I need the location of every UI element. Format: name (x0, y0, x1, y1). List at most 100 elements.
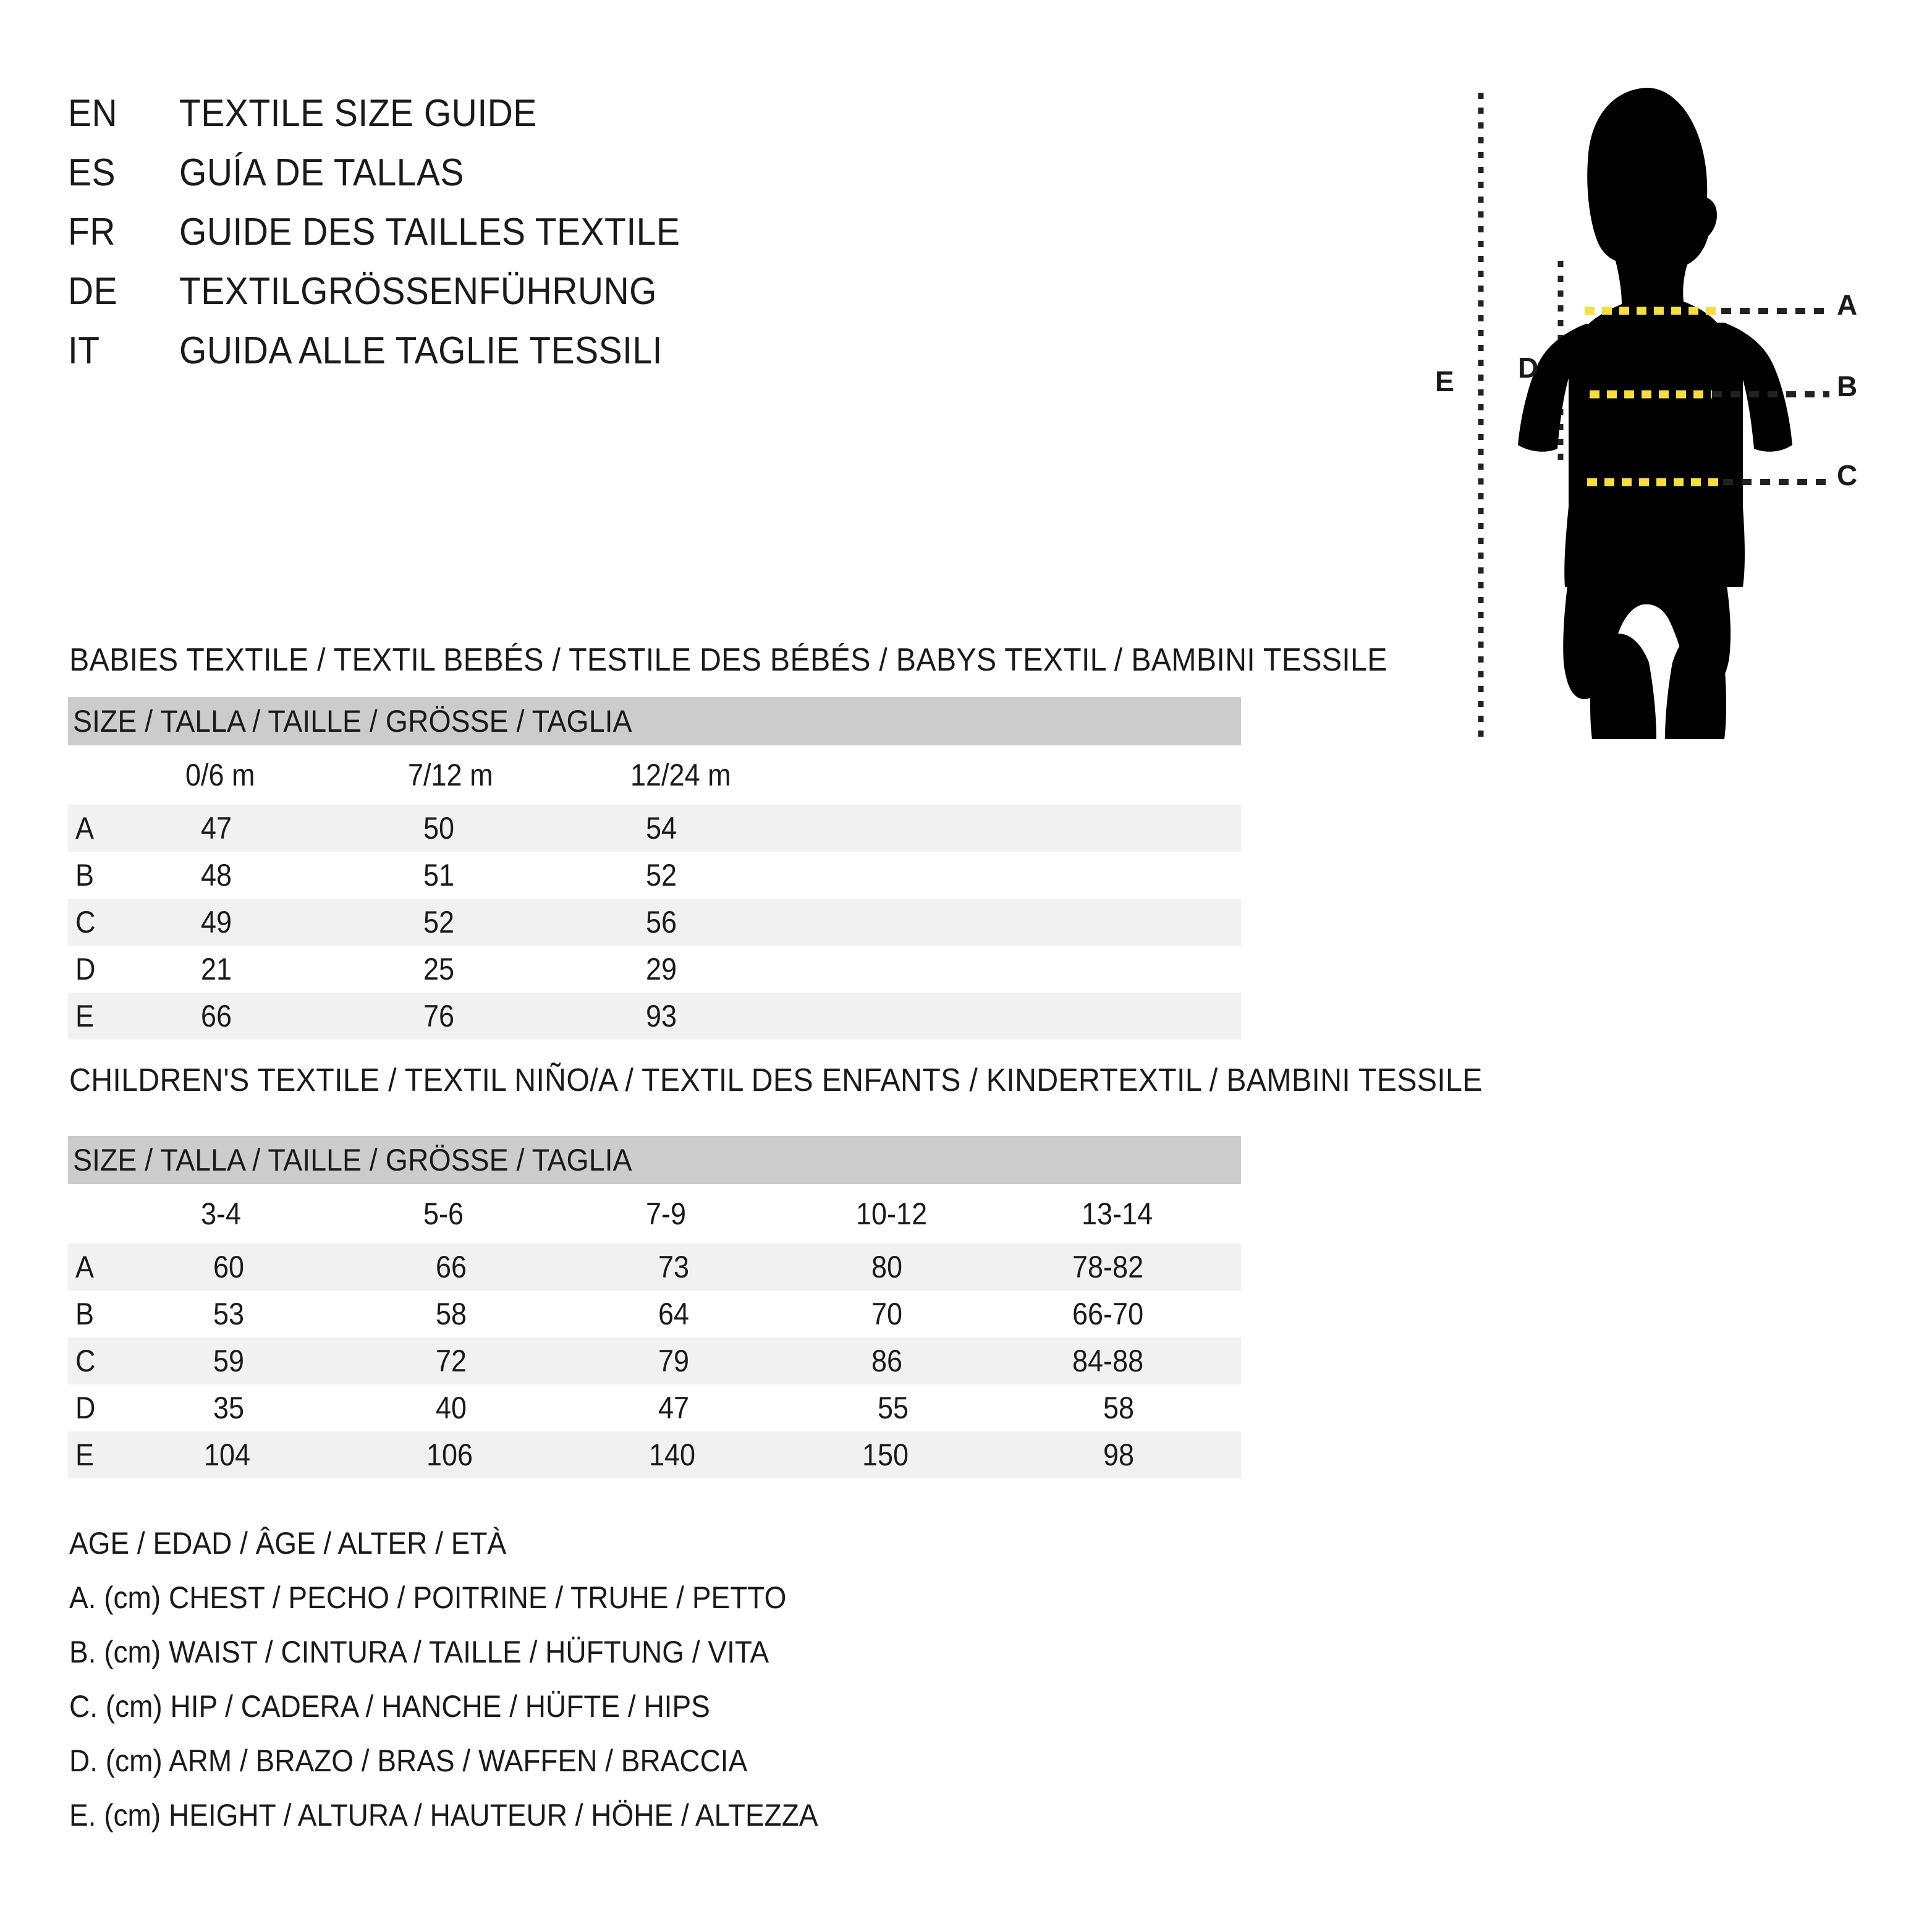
table-row: A 47 50 54 (68, 805, 1241, 852)
measurement-legend: AGE / EDAD / ÂGE / ALTER / ETÀ A. (cm) C… (69, 1525, 883, 1852)
language-title-block: EN TEXTILE SIZE GUIDE ES GUÍA DE TALLAS … (68, 91, 995, 388)
language-row-es: ES GUÍA DE TALLAS (68, 151, 995, 210)
babies-col-header-0: 0/6 m (185, 758, 255, 792)
child-silhouette (1518, 87, 1792, 739)
language-code-en: EN (68, 92, 118, 135)
table-row: C 59 72 79 86 84-88 (68, 1337, 1241, 1384)
children-cell-d-1: 40 (436, 1391, 467, 1425)
babies-cell-d-1: 25 (423, 952, 455, 986)
children-row-label-b: B (75, 1297, 95, 1331)
language-row-it: IT GUIDA ALLE TAGLIE TESSILI (68, 329, 995, 388)
legend-line-age: AGE / EDAD / ÂGE / ALTER / ETÀ (69, 1526, 507, 1561)
babies-row-label-e: E (75, 999, 95, 1033)
babies-row-label-a: A (75, 811, 95, 845)
children-cell-c-2: 79 (658, 1344, 690, 1378)
babies-cell-a-1: 50 (423, 811, 455, 845)
children-cell-e-1: 106 (426, 1438, 473, 1472)
table-row: A 60 66 73 80 78-82 (68, 1244, 1241, 1290)
language-title-en: TEXTILE SIZE GUIDE (179, 92, 537, 135)
children-cell-b-0: 53 (213, 1297, 245, 1331)
babies-column-header-row: 0/6 m 7/12 m 12/24 m (68, 745, 1241, 805)
legend-line-height: E. (cm) HEIGHT / ALTURA / HAUTEUR / HÖHE… (69, 1798, 818, 1832)
table-row: B 48 51 52 (68, 852, 1241, 899)
babies-row-label-d: D (75, 952, 96, 986)
babies-cell-d-0: 21 (201, 952, 232, 986)
babies-col-header-2: 12/24 m (630, 758, 731, 792)
children-col-header-2: 7-9 (646, 1197, 687, 1231)
children-cell-a-4: 78-82 (1072, 1250, 1144, 1284)
babies-section-title: BABIES TEXTILE / TEXTIL BEBÉS / TESTILE … (69, 642, 1388, 678)
table-row: C 49 52 56 (68, 899, 1241, 946)
babies-cell-e-2: 93 (646, 999, 677, 1033)
dimension-label-b: B (1837, 370, 1858, 402)
children-cell-c-3: 86 (871, 1344, 903, 1378)
dimension-label-a: A (1837, 289, 1858, 321)
dimension-label-d: D (1518, 352, 1539, 384)
language-title-es: GUÍA DE TALLAS (179, 151, 464, 194)
babies-col-header-1: 7/12 m (408, 758, 493, 792)
legend-line-waist: B. (cm) WAIST / CINTURA / TAILLE / HÜFTU… (69, 1635, 769, 1669)
children-col-header-3: 10-12 (856, 1197, 928, 1231)
children-cell-a-0: 60 (213, 1250, 245, 1284)
children-row-label-e: E (75, 1438, 95, 1472)
children-col-header-1: 5-6 (423, 1197, 464, 1231)
children-table-head-band: SIZE / TALLA / TAILLE / GRÖSSE / TAGLIA (68, 1136, 1241, 1184)
language-code-de: DE (68, 270, 118, 313)
babies-cell-e-0: 66 (201, 999, 232, 1033)
babies-cell-b-2: 52 (646, 858, 677, 892)
babies-cell-e-1: 76 (423, 999, 455, 1033)
babies-cell-c-2: 56 (646, 905, 677, 939)
children-cell-a-1: 66 (436, 1250, 467, 1284)
language-code-it: IT (68, 329, 100, 372)
children-cell-d-2: 47 (658, 1391, 690, 1425)
children-col-header-0: 3-4 (201, 1197, 242, 1231)
language-code-fr: FR (68, 211, 116, 253)
children-section-title: CHILDREN'S TEXTILE / TEXTIL NIÑO/A / TEX… (69, 1062, 1483, 1098)
children-cell-e-4: 98 (1103, 1438, 1135, 1472)
babies-size-table: SIZE / TALLA / TAILLE / GRÖSSE / TAGLIA … (68, 697, 1241, 1040)
children-cell-e-2: 140 (649, 1438, 696, 1472)
children-column-header-row: 3-4 5-6 7-9 10-12 13-14 (68, 1184, 1241, 1244)
children-row-label-a: A (75, 1250, 95, 1284)
babies-row-label-b: B (75, 858, 95, 892)
legend-line-chest: A. (cm) CHEST / PECHO / POITRINE / TRUHE… (69, 1580, 787, 1615)
children-cell-d-4: 58 (1103, 1391, 1135, 1425)
babies-cell-c-1: 52 (423, 905, 455, 939)
children-cell-b-1: 58 (436, 1297, 467, 1331)
children-cell-a-2: 73 (658, 1250, 690, 1284)
babies-cell-c-0: 49 (201, 905, 232, 939)
table-row: E 104 106 140 150 98 (68, 1431, 1241, 1478)
table-row: B 53 58 64 70 66-70 (68, 1290, 1241, 1337)
children-cell-b-3: 70 (871, 1297, 903, 1331)
children-cell-a-3: 80 (871, 1250, 903, 1284)
babies-size-band-label: SIZE / TALLA / TAILLE / GRÖSSE / TAGLIA (73, 704, 632, 739)
table-row: D 21 25 29 (68, 946, 1241, 993)
language-code-es: ES (68, 151, 116, 194)
language-row-fr: FR GUIDE DES TAILLES TEXTILE (68, 210, 995, 269)
children-cell-b-4: 66-70 (1072, 1297, 1144, 1331)
babies-cell-a-2: 54 (646, 811, 677, 845)
babies-table-head-band: SIZE / TALLA / TAILLE / GRÖSSE / TAGLIA (68, 697, 1241, 745)
language-title-it: GUIDA ALLE TAGLIE TESSILI (179, 329, 663, 372)
babies-cell-b-1: 51 (423, 858, 455, 892)
children-cell-e-0: 104 (204, 1438, 251, 1472)
children-col-header-4: 13-14 (1082, 1197, 1153, 1231)
children-size-table: SIZE / TALLA / TAILLE / GRÖSSE / TAGLIA … (68, 1136, 1241, 1478)
dimension-label-e: E (1435, 365, 1454, 397)
children-size-band-label: SIZE / TALLA / TAILLE / GRÖSSE / TAGLIA (73, 1143, 632, 1177)
children-cell-c-4: 84-88 (1072, 1344, 1144, 1378)
body-measurement-diagram (1409, 74, 1904, 766)
legend-line-hip: C. (cm) HIP / CADERA / HANCHE / HÜFTE / … (69, 1689, 710, 1724)
babies-row-label-c: C (75, 905, 96, 939)
table-row: D 35 40 47 55 58 (68, 1384, 1241, 1431)
table-row: E 66 76 93 (68, 993, 1241, 1040)
legend-line-arm: D. (cm) ARM / BRAZO / BRAS / WAFFEN / BR… (69, 1743, 748, 1778)
babies-cell-d-2: 29 (646, 952, 677, 986)
children-cell-d-3: 55 (878, 1391, 909, 1425)
children-cell-b-2: 64 (658, 1297, 690, 1331)
language-row-de: DE TEXTILGRÖSSENFÜHRUNG (68, 269, 995, 329)
children-row-label-c: C (75, 1344, 96, 1378)
language-title-fr: GUIDE DES TAILLES TEXTILE (179, 211, 680, 253)
babies-cell-b-0: 48 (201, 858, 232, 892)
